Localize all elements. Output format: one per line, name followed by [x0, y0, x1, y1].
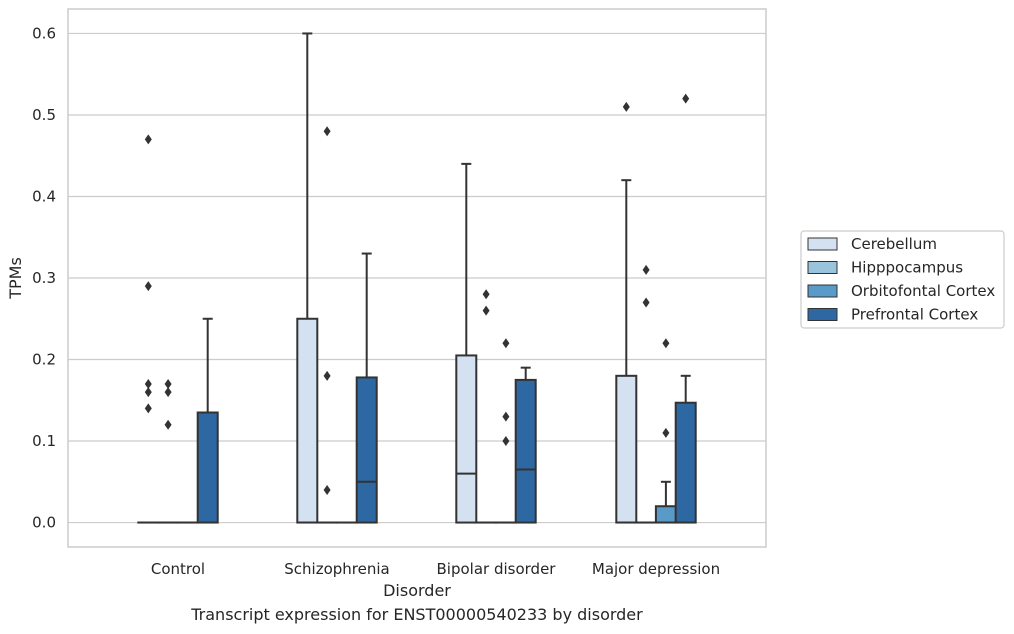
- box-1-3: [635, 264, 658, 524]
- legend-swatch: [807, 284, 838, 298]
- outlier-point: [642, 264, 650, 275]
- box-1-2: [475, 289, 498, 524]
- outlier-point: [662, 338, 670, 349]
- legend-label: Prefrontal Cortex: [851, 306, 978, 324]
- box-plot-marks: [137, 32, 697, 524]
- x-axis-label: Disorder: [383, 581, 451, 600]
- outlier-point: [323, 126, 331, 137]
- legend-label: Orbitofontal Cortex: [851, 282, 995, 300]
- y-tick-label: 0.4: [32, 187, 56, 205]
- box-body: [615, 374, 638, 524]
- plot-frame: [67, 8, 767, 548]
- legend-item: Orbitofontal Cortex: [807, 282, 995, 300]
- y-tick-label: 0.2: [32, 351, 56, 369]
- box-body: [514, 378, 537, 524]
- outlier-point: [682, 93, 690, 104]
- outlier-point: [502, 436, 510, 447]
- grid-lines: [68, 32, 766, 524]
- x-axis-ticks: Control Schizophrenia Bipolar disorder Majo…: [151, 560, 720, 578]
- outlier-point: [164, 387, 172, 398]
- box-2-2: [494, 338, 517, 524]
- legend-label: Cerebellum: [851, 235, 937, 253]
- box-body: [455, 354, 478, 524]
- legend-item: Hipppocampus: [807, 259, 963, 277]
- y-tick-label: 0.0: [32, 514, 56, 532]
- box-0-3: [615, 101, 638, 524]
- y-axis-ticks: 0.0 0.1 0.2 0.3 0.4 0.5 0.6: [32, 24, 56, 531]
- box-0-0: [137, 134, 160, 524]
- box-1-1: [316, 126, 339, 524]
- outlier-point: [323, 484, 331, 495]
- x-tick-label: Bipolar disorder: [437, 560, 557, 578]
- legend-frame: [800, 230, 1005, 329]
- legend-item: Prefrontal Cortex: [807, 306, 978, 324]
- box-0-1: [296, 32, 319, 524]
- box-3-3: [674, 93, 697, 524]
- box-body: [296, 317, 319, 524]
- y-tick-label: 0.5: [32, 106, 56, 124]
- legend: Cerebellum Hipppocampus Orbitofontal Corte…: [800, 230, 1005, 329]
- legend-label: Hipppocampus: [851, 259, 963, 277]
- outlier-point: [164, 378, 172, 389]
- outlier-point: [622, 101, 630, 112]
- outlier-point: [144, 387, 152, 398]
- x-tick-label: Major depression: [592, 560, 720, 578]
- outlier-point: [323, 370, 331, 381]
- y-tick-label: 0.1: [32, 432, 56, 450]
- y-tick-label: 0.3: [32, 269, 56, 287]
- x-tick-label: Control: [151, 560, 205, 578]
- outlier-point: [144, 281, 152, 292]
- outlier-point: [144, 134, 152, 145]
- figure-caption: Transcript expression for ENST0000054023…: [191, 605, 643, 624]
- y-axis-label: TPMs: [6, 257, 25, 300]
- outlier-point: [144, 403, 152, 414]
- box-3-1: [355, 252, 378, 524]
- legend-swatch: [807, 308, 838, 321]
- outlier-point: [502, 411, 510, 422]
- box-1-0: [157, 378, 180, 524]
- legend-item: Cerebellum: [807, 235, 937, 253]
- y-tick-label: 0.6: [32, 24, 56, 42]
- outlier-point: [482, 305, 490, 316]
- box-0-2: [455, 162, 478, 524]
- box-3-0: [196, 317, 219, 524]
- outlier-point: [662, 427, 670, 438]
- outlier-point: [482, 289, 490, 300]
- box-2-3: [654, 338, 677, 524]
- legend-swatch: [807, 237, 838, 251]
- outlier-point: [642, 297, 650, 308]
- outlier-point: [144, 378, 152, 389]
- box-body: [674, 401, 697, 524]
- box-body: [355, 376, 378, 524]
- x-tick-label: Schizophrenia: [284, 560, 389, 578]
- outlier-point: [164, 419, 172, 430]
- box-body: [196, 411, 219, 524]
- box-3-2: [514, 366, 537, 524]
- outlier-point: [502, 338, 510, 349]
- box-body: [654, 505, 677, 524]
- legend-swatch: [807, 261, 838, 274]
